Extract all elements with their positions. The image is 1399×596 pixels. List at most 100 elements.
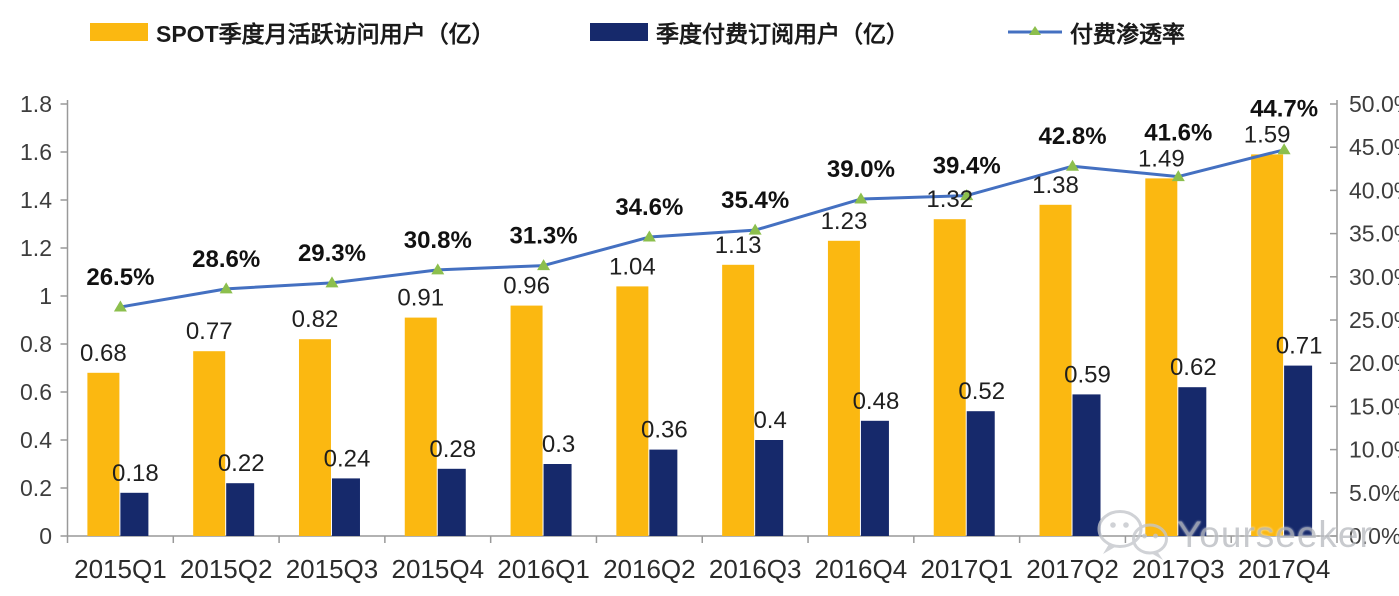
x-axis-label: 2016Q2 — [603, 554, 696, 584]
penetration-label: 39.4% — [933, 153, 1001, 180]
bar-mau-2015Q4 — [404, 317, 437, 536]
penetration-label: 31.3% — [510, 223, 578, 250]
x-axis-label: 2017Q1 — [920, 554, 1013, 584]
chart-legend: SPOT季度月活跃访问用户（亿） 季度付费订阅用户（亿） 付费渗透率 — [0, 0, 1399, 66]
penetration-label: 26.5% — [86, 264, 154, 291]
mau-value-label: 1.32 — [926, 186, 973, 213]
x-axis-label: 2016Q4 — [815, 554, 908, 584]
bar-mau-2017Q4 — [1251, 154, 1284, 536]
penetration-marker-2016Q1 — [537, 259, 551, 271]
legend-label-mau: SPOT季度月活跃访问用户（亿） — [156, 21, 495, 47]
penetration-marker-2016Q2 — [642, 230, 656, 242]
bar-mau-2015Q3 — [298, 339, 331, 536]
left-axis-tick-label: 1.8 — [20, 91, 52, 117]
right-axis-tick-label: 45.0% — [1349, 134, 1399, 160]
left-axis-tick-label: 1 — [39, 283, 52, 309]
mau-value-label: 0.77 — [186, 318, 233, 345]
left-axis-tick-label: 0.2 — [20, 475, 52, 501]
right-axis-tick-label: 15.0% — [1349, 393, 1399, 419]
right-axis-tick-label: 35.0% — [1349, 221, 1399, 247]
mau-value-label: 1.49 — [1138, 145, 1185, 172]
bar-subscribers-2015Q3 — [331, 478, 360, 536]
penetration-marker-2017Q1 — [960, 189, 974, 201]
penetration-marker-2015Q3 — [325, 276, 339, 288]
left-axis-tick-label: 1.6 — [20, 139, 52, 165]
legend-swatch-mau-bar — [90, 23, 148, 41]
subscribers-value-label: 0.3 — [542, 431, 575, 458]
left-axis-tick-label: 0.4 — [20, 427, 52, 453]
bar-subscribers-2015Q4 — [437, 468, 466, 536]
legend-swatch-subscribers-bar — [590, 23, 648, 41]
right-axis-tick-label: 50.0% — [1349, 91, 1399, 117]
bar-mau-2016Q3 — [722, 264, 755, 536]
penetration-label: 29.3% — [298, 240, 366, 267]
penetration-label: 41.6% — [1144, 119, 1212, 146]
x-axis-label: 2016Q3 — [709, 554, 802, 584]
left-axis-tick-label: 0.6 — [20, 379, 52, 405]
right-axis-tick-label: 30.0% — [1349, 264, 1399, 290]
penetration-line — [120, 148, 1285, 309]
legend-item-subscribers: 季度付费订阅用户（亿） — [590, 18, 909, 47]
bar-subscribers-2016Q4 — [860, 420, 889, 536]
bar-mau-2016Q2 — [616, 286, 649, 536]
bar-subscribers-2015Q1 — [120, 492, 149, 536]
subscribers-value-label: 0.59 — [1064, 361, 1111, 388]
bar-mau-2017Q3 — [1145, 178, 1178, 536]
penetration-marker-2015Q4 — [431, 263, 445, 275]
right-axis-tick-label: 0.0% — [1349, 523, 1399, 549]
subscribers-value-label: 0.28 — [429, 436, 476, 463]
x-axis-label: 2016Q1 — [497, 554, 590, 584]
bar-mau-2016Q4 — [827, 240, 860, 537]
subscribers-value-label: 0.48 — [853, 388, 900, 415]
legend-item-penetration: 付费渗透率 — [1008, 18, 1185, 47]
subscribers-value-label: 0.36 — [641, 417, 688, 444]
bar-subscribers-2017Q2 — [1072, 394, 1101, 536]
bar-mau-2017Q1 — [933, 219, 966, 536]
mau-value-label: 1.23 — [821, 208, 868, 235]
bar-subscribers-2016Q1 — [543, 464, 572, 536]
penetration-marker-2016Q3 — [748, 223, 762, 235]
bar-subscribers-2016Q2 — [649, 449, 678, 536]
subscribers-value-label: 0.62 — [1170, 354, 1217, 381]
penetration-marker-2017Q3 — [1171, 170, 1185, 182]
penetration-marker-2017Q4 — [1277, 143, 1291, 155]
penetration-label: 35.4% — [721, 187, 789, 214]
x-axis-label: 2015Q4 — [392, 554, 485, 584]
penetration-marker-2016Q4 — [854, 192, 868, 204]
penetration-marker-2015Q2 — [219, 282, 233, 294]
penetration-marker-2015Q1 — [113, 300, 127, 312]
x-axis-label: 2015Q3 — [286, 554, 379, 584]
subscribers-value-label: 0.71 — [1276, 333, 1323, 360]
penetration-label: 28.6% — [192, 246, 260, 273]
bar-subscribers-2017Q1 — [966, 411, 995, 536]
subscribers-value-label: 0.4 — [753, 407, 786, 434]
penetration-label: 44.7% — [1250, 95, 1318, 122]
x-axis-label: 2015Q2 — [180, 554, 273, 584]
mau-value-label: 1.04 — [609, 253, 656, 280]
mau-value-label: 0.82 — [292, 306, 339, 333]
left-axis-tick-label: 1.4 — [20, 187, 52, 213]
left-axis-tick-label: 0.8 — [20, 331, 52, 357]
right-axis-tick-label: 5.0% — [1349, 480, 1399, 506]
right-axis-tick-label: 25.0% — [1349, 307, 1399, 333]
mau-value-label: 1.38 — [1032, 172, 1079, 199]
penetration-label: 34.6% — [615, 194, 683, 221]
bar-subscribers-2016Q3 — [755, 440, 784, 536]
bar-mau-2015Q2 — [193, 351, 226, 536]
right-axis-tick-label: 20.0% — [1349, 350, 1399, 376]
right-axis-tick-label: 40.0% — [1349, 177, 1399, 203]
x-axis-label: 2015Q1 — [74, 554, 167, 584]
bar-subscribers-2017Q3 — [1178, 387, 1207, 536]
legend-item-mau: SPOT季度月活跃访问用户（亿） — [90, 18, 495, 47]
x-axis-label: 2017Q3 — [1132, 554, 1225, 584]
subscribers-value-label: 0.18 — [112, 460, 159, 487]
penetration-label: 30.8% — [404, 227, 472, 254]
legend-label-subscribers: 季度付费订阅用户（亿） — [656, 21, 909, 47]
bar-mau-2016Q1 — [510, 305, 543, 536]
mau-value-label: 1.59 — [1244, 121, 1291, 148]
subscribers-value-label: 0.24 — [324, 445, 371, 472]
mau-value-label: 0.96 — [503, 273, 550, 300]
subscribers-value-label: 0.22 — [218, 450, 265, 477]
